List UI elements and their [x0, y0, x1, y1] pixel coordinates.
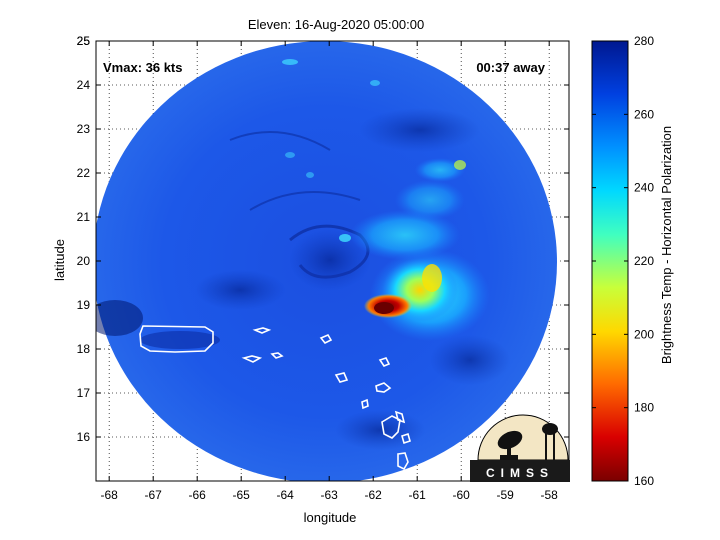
- x-tick-label: -63: [321, 488, 339, 502]
- convection: [282, 59, 490, 341]
- colorbar-tick-label: 200: [634, 327, 654, 341]
- colorbar-label: Brightness Temp - Horizontal Polarizatio…: [659, 126, 674, 364]
- colorbar-tick-label: 180: [634, 401, 654, 415]
- y-tick-label: 20: [77, 254, 91, 268]
- y-tick-label: 25: [77, 34, 91, 48]
- cimss-logo: CIMSS: [470, 414, 570, 482]
- x-tick-label: -60: [453, 488, 471, 502]
- x-tick-label: -59: [497, 488, 515, 502]
- y-tick-label: 17: [77, 386, 91, 400]
- x-axis-label: longitude: [304, 510, 357, 525]
- y-tick-label: 23: [77, 122, 91, 136]
- x-axis-ticks: -68 -67 -66 -65 -64 -63 -62 -61 -60 -59 -58: [101, 41, 559, 502]
- water-tower-icon: [542, 423, 558, 460]
- vmax-label: Vmax: 36 kts: [103, 60, 183, 75]
- x-tick-label: -62: [365, 488, 383, 502]
- x-tick-label: -65: [233, 488, 251, 502]
- satellite-dish-icon: [497, 430, 523, 460]
- colorbar-tick-label: 160: [634, 474, 654, 488]
- y-tick-label: 16: [77, 430, 91, 444]
- x-tick-label: -64: [277, 488, 295, 502]
- colorbar-tick-label: 280: [634, 34, 654, 48]
- chart-title: Eleven: 16-Aug-2020 05:00:00: [248, 17, 424, 32]
- x-tick-label: -66: [189, 488, 207, 502]
- y-tick-label: 22: [77, 166, 91, 180]
- x-tick-label: -58: [541, 488, 559, 502]
- y-tick-label: 24: [77, 78, 91, 92]
- y-tick-label: 21: [77, 210, 91, 224]
- x-tick-label: -61: [409, 488, 427, 502]
- y-tick-label: 19: [77, 298, 91, 312]
- logo-text: CIMSS: [486, 466, 554, 480]
- colorbar-tick-label: 220: [634, 254, 654, 268]
- y-tick-label: 18: [77, 342, 91, 356]
- x-tick-label: -68: [101, 488, 119, 502]
- y-axis-label: latitude: [52, 239, 67, 281]
- colorbar-tick-label: 240: [634, 181, 654, 195]
- coastlines: [139, 325, 411, 471]
- colorbar-ticks: 160 180 200 220 240 260 280: [592, 34, 654, 488]
- x-tick-label: -67: [145, 488, 163, 502]
- colorbar: [591, 40, 629, 482]
- y-tick-label: 25: [77, 34, 91, 48]
- colorbar-tick-label: 260: [634, 107, 654, 121]
- time-offset-label: 00:37 away: [476, 60, 545, 75]
